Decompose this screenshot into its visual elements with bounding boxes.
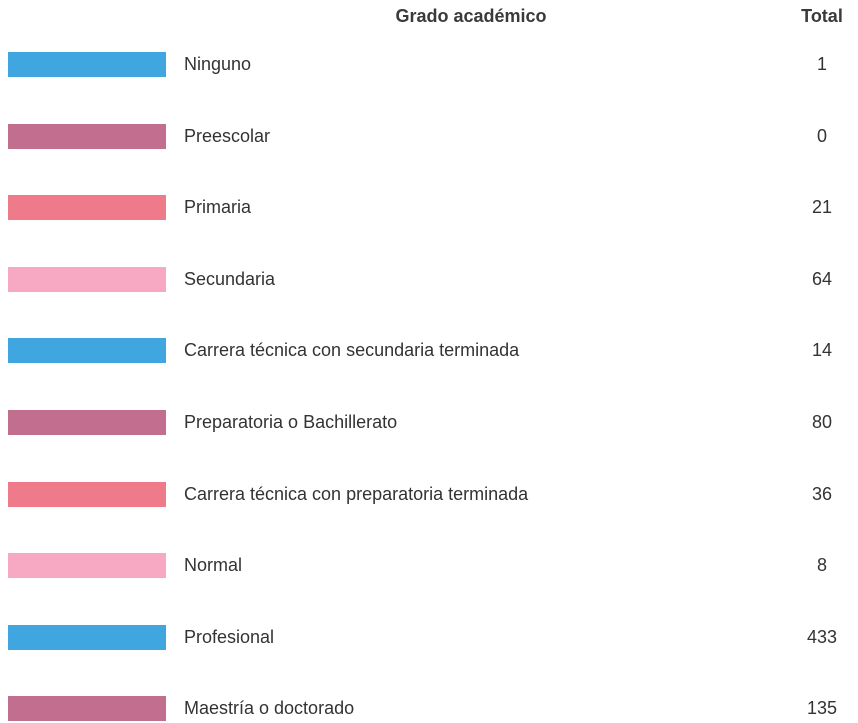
row-label: Primaria	[184, 197, 252, 218]
row-label: Profesional	[184, 626, 275, 647]
color-swatch	[8, 481, 166, 507]
color-swatch	[8, 266, 166, 292]
row-label: Normal	[184, 555, 243, 576]
row-total: 21	[811, 197, 833, 218]
row-total: 433	[806, 626, 838, 647]
row-total: 0	[816, 125, 827, 146]
row-label: Preparatoria o Bachillerato	[184, 412, 398, 432]
row-label: Maestría o doctorado	[184, 698, 355, 719]
row-label: Preescolar	[184, 125, 271, 146]
row-label: Carrera técnica con preparatoria termina…	[184, 483, 529, 504]
row-total: 64	[811, 268, 833, 289]
color-swatch	[8, 338, 166, 364]
header-total: Total	[801, 6, 843, 26]
color-swatch	[8, 123, 166, 149]
color-swatch	[8, 696, 166, 722]
color-swatch	[8, 624, 166, 650]
row-total: 14	[811, 340, 833, 361]
row-total: 80	[811, 412, 833, 432]
row-total: 36	[811, 483, 833, 504]
color-swatch	[8, 553, 166, 579]
color-swatch	[8, 52, 166, 77]
header-grade: Grado académico	[395, 6, 547, 26]
row-total: 1	[816, 54, 827, 74]
row-label: Carrera técnica con secundaria terminada	[184, 340, 520, 361]
row-label: Ninguno	[184, 54, 252, 74]
row-total: 135	[806, 698, 838, 719]
color-swatch	[8, 410, 166, 435]
row-label: Secundaria	[184, 268, 276, 289]
color-swatch	[8, 195, 166, 221]
row-total: 8	[816, 555, 827, 576]
